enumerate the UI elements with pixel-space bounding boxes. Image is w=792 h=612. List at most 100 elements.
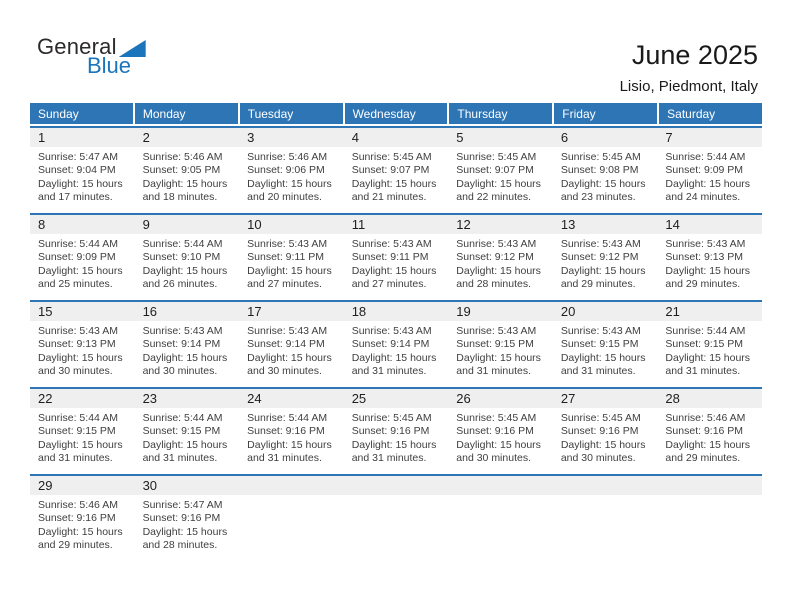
day-number: 6 — [560, 130, 569, 145]
sunset-text: Sunset: 9:16 PM — [351, 425, 430, 438]
calendar-day-empty — [239, 495, 344, 553]
calendar-day: Sunrise: 5:46 AM Sunset: 9:16 PM Dayligh… — [30, 495, 135, 553]
calendar-day-empty — [553, 495, 658, 553]
daylight-text: Daylight: 15 hours and 31 minutes. — [456, 351, 541, 378]
calendar-day: Sunrise: 5:46 AM Sunset: 9:16 PM Dayligh… — [657, 408, 762, 466]
day-number: 28 — [665, 391, 680, 406]
sunrise-text: Sunrise: 5:43 AM — [560, 325, 641, 337]
month-title: June 2025 — [631, 40, 758, 70]
sunrise-text: Sunrise: 5:46 AM — [247, 151, 328, 163]
calendar-day: Sunrise: 5:45 AM Sunset: 9:07 PM Dayligh… — [344, 147, 449, 205]
day-number-empty — [448, 476, 553, 495]
day-number: 11 — [351, 217, 366, 232]
calendar-day: Sunrise: 5:43 AM Sunset: 9:14 PM Dayligh… — [239, 321, 344, 379]
day-number: 30 — [142, 478, 158, 493]
day-number: 25 — [351, 391, 367, 406]
sunset-text: Sunset: 9:16 PM — [665, 425, 744, 438]
daylight-text: Daylight: 15 hours and 30 minutes. — [456, 438, 541, 465]
daylight-text: Daylight: 15 hours and 28 minutes. — [456, 264, 541, 291]
sunset-text: Sunset: 9:07 PM — [351, 164, 430, 177]
calendar-day: Sunrise: 5:43 AM Sunset: 9:14 PM Dayligh… — [344, 321, 449, 379]
calendar-day: Sunrise: 5:43 AM Sunset: 9:12 PM Dayligh… — [448, 234, 553, 292]
calendar-day: Sunrise: 5:45 AM Sunset: 9:08 PM Dayligh… — [553, 147, 658, 205]
sunrise-text: Sunrise: 5:44 AM — [38, 412, 118, 424]
sunset-text: Sunset: 9:15 PM — [665, 338, 744, 351]
sunrise-text: Sunrise: 5:45 AM — [351, 412, 432, 424]
day-number: 4 — [351, 130, 359, 145]
sunrise-text: Sunrise: 5:43 AM — [456, 238, 537, 250]
week-row-3: 15 16 17 18 19 20 21 Sunrise: 5:43 AM Su… — [30, 300, 762, 387]
calendar-day: Sunrise: 5:46 AM Sunset: 9:06 PM Dayligh… — [239, 147, 344, 205]
sunset-text: Sunset: 9:11 PM — [351, 251, 429, 264]
sunrise-text: Sunrise: 5:43 AM — [560, 238, 641, 250]
sunset-text: Sunset: 9:07 PM — [456, 164, 534, 177]
sunset-text: Sunset: 9:12 PM — [456, 251, 534, 264]
daylight-text: Daylight: 15 hours and 31 minutes. — [351, 438, 437, 465]
day-number-empty — [344, 476, 449, 495]
calendar-day: Sunrise: 5:43 AM Sunset: 9:13 PM Dayligh… — [657, 234, 762, 292]
daylight-text: Daylight: 15 hours and 30 minutes. — [247, 351, 332, 378]
calendar-day: Sunrise: 5:45 AM Sunset: 9:16 PM Dayligh… — [553, 408, 658, 466]
calendar-day: Sunrise: 5:43 AM Sunset: 9:13 PM Dayligh… — [30, 321, 135, 379]
daylight-text: Daylight: 15 hours and 29 minutes. — [38, 525, 123, 552]
day-number: 2 — [142, 130, 150, 145]
day-number-band: 15 16 17 18 19 20 21 — [30, 302, 762, 321]
weekday-header-monday: Monday — [134, 103, 238, 124]
weekday-header-sunday: Sunday — [30, 103, 133, 124]
day-number: 13 — [560, 217, 576, 232]
sunrise-text: Sunrise: 5:44 AM — [247, 412, 328, 424]
sunrise-text: Sunrise: 5:43 AM — [351, 238, 432, 250]
day-number-empty — [657, 476, 762, 495]
week-row-2: 8 9 10 11 12 13 14 Sunrise: 5:44 AM Suns… — [30, 213, 762, 300]
day-number: 19 — [456, 304, 471, 319]
daylight-text: Daylight: 15 hours and 30 minutes. — [560, 438, 646, 465]
daylight-text: Daylight: 15 hours and 26 minutes. — [142, 264, 228, 291]
sunrise-text: Sunrise: 5:43 AM — [247, 238, 328, 250]
daylight-text: Daylight: 15 hours and 31 minutes. — [665, 351, 751, 378]
sunset-text: Sunset: 9:11 PM — [247, 251, 324, 264]
calendar-day: Sunrise: 5:44 AM Sunset: 9:16 PM Dayligh… — [239, 408, 344, 466]
calendar-day: Sunrise: 5:47 AM Sunset: 9:16 PM Dayligh… — [135, 495, 240, 553]
calendar-day: Sunrise: 5:44 AM Sunset: 9:15 PM Dayligh… — [135, 408, 240, 466]
day-number: 26 — [456, 391, 471, 406]
sunset-text: Sunset: 9:16 PM — [38, 512, 116, 525]
day-number: 27 — [560, 391, 576, 406]
daylight-text: Daylight: 15 hours and 31 minutes. — [142, 438, 228, 465]
sunset-text: Sunset: 9:13 PM — [38, 338, 116, 351]
sunset-text: Sunset: 9:15 PM — [38, 425, 116, 438]
logo-text-blue: Blue — [87, 53, 132, 78]
calendar-day: Sunrise: 5:43 AM Sunset: 9:11 PM Dayligh… — [239, 234, 344, 292]
calendar-day: Sunrise: 5:43 AM Sunset: 9:15 PM Dayligh… — [448, 321, 553, 379]
daylight-text: Daylight: 15 hours and 22 minutes. — [456, 177, 541, 204]
sunset-text: Sunset: 9:16 PM — [142, 512, 221, 525]
day-number: 18 — [351, 304, 367, 319]
sunrise-text: Sunrise: 5:44 AM — [142, 412, 223, 424]
day-number: 24 — [247, 391, 262, 406]
daylight-text: Daylight: 15 hours and 18 minutes. — [142, 177, 228, 204]
daylight-text: Daylight: 15 hours and 21 minutes. — [351, 177, 437, 204]
day-number: 16 — [142, 304, 158, 319]
sunset-text: Sunset: 9:14 PM — [142, 338, 221, 351]
sunrise-text: Sunrise: 5:47 AM — [38, 151, 118, 163]
day-number: 14 — [665, 217, 680, 232]
general-blue-logo: General Blue — [37, 36, 146, 77]
logo-text-general: General — [37, 34, 117, 59]
weekday-header-thursday: Thursday — [449, 103, 553, 124]
calendar-day: Sunrise: 5:44 AM Sunset: 9:10 PM Dayligh… — [135, 234, 240, 292]
sunrise-text: Sunrise: 5:46 AM — [38, 499, 118, 511]
sunrise-text: Sunrise: 5:46 AM — [142, 151, 223, 163]
day-number-band: 29 30 — [30, 476, 762, 495]
logo-triangle-icon — [118, 40, 146, 57]
sunrise-text: Sunrise: 5:45 AM — [560, 151, 641, 163]
calendar-day: Sunrise: 5:46 AM Sunset: 9:05 PM Dayligh… — [135, 147, 240, 205]
day-details-band: Sunrise: 5:43 AM Sunset: 9:13 PM Dayligh… — [30, 321, 762, 379]
day-number: 1 — [38, 130, 46, 145]
daylight-text: Daylight: 15 hours and 30 minutes. — [142, 351, 228, 378]
sunset-text: Sunset: 9:10 PM — [142, 251, 221, 264]
calendar-day: Sunrise: 5:43 AM Sunset: 9:15 PM Dayligh… — [553, 321, 658, 379]
day-number: 21 — [665, 304, 680, 319]
sunset-text: Sunset: 9:15 PM — [456, 338, 534, 351]
sunrise-text: Sunrise: 5:43 AM — [38, 325, 118, 337]
calendar-day: Sunrise: 5:43 AM Sunset: 9:12 PM Dayligh… — [553, 234, 658, 292]
sunset-text: Sunset: 9:16 PM — [456, 425, 534, 438]
